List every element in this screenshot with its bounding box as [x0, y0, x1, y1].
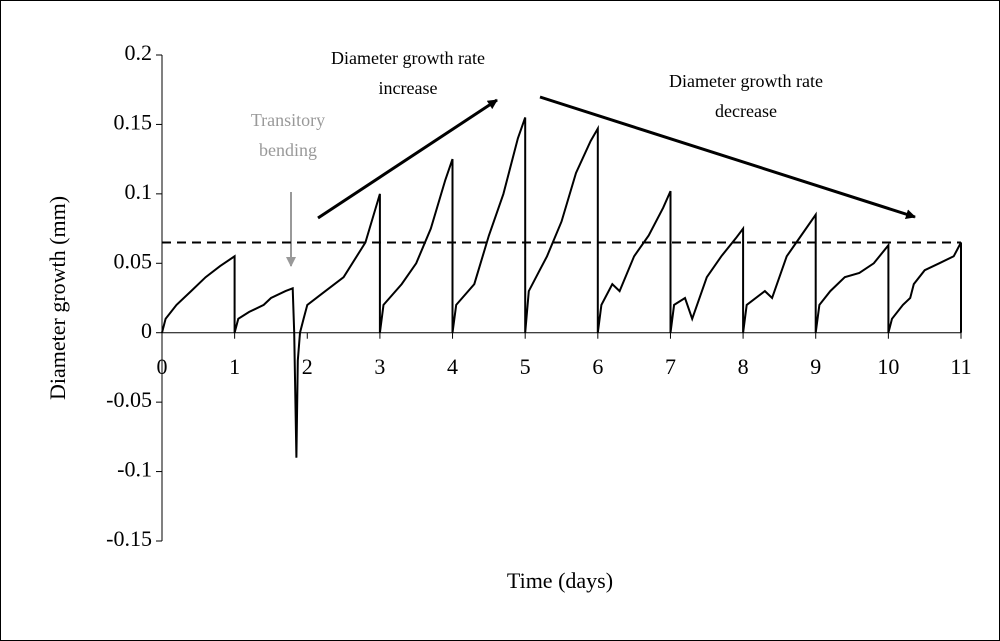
x-axis-label: Time (days): [507, 568, 613, 593]
annotation: increase: [379, 78, 438, 98]
x-tick-label: 7: [665, 354, 676, 379]
y-tick-label: -0.15: [106, 526, 152, 551]
x-tick-label: 0: [157, 354, 168, 379]
x-tick-label: 2: [302, 354, 313, 379]
y-tick-label: -0.05: [106, 387, 152, 412]
annotation: Diameter growth rate: [669, 71, 823, 91]
decrease-arrow: [539, 95, 916, 220]
y-tick-label: 0.05: [114, 248, 153, 273]
x-tick-label: 4: [447, 354, 458, 379]
y-tick-label: 0: [141, 318, 152, 343]
x-tick-label: 5: [520, 354, 531, 379]
annotation: Diameter growth rate: [331, 48, 485, 68]
y-tick-label: 0.15: [114, 109, 153, 134]
x-tick-label: 6: [592, 354, 603, 379]
x-tick-label: 11: [950, 354, 971, 379]
x-tick-label: 3: [374, 354, 385, 379]
y-tick-label: 0.1: [125, 179, 153, 204]
x-tick-label: 8: [738, 354, 749, 379]
x-tick-label: 9: [810, 354, 821, 379]
annotation: decrease: [715, 101, 777, 121]
x-tick-label: 10: [877, 354, 899, 379]
x-tick-label: 1: [229, 354, 240, 379]
data-line: [161, 117, 962, 458]
y-tick-label: 0.2: [125, 40, 153, 65]
annotation: Transitory: [251, 110, 325, 130]
increase-arrow: [317, 98, 498, 220]
y-axis-label: Diameter growth (mm): [45, 196, 70, 400]
annotation: bending: [259, 140, 317, 160]
y-tick-label: -0.1: [117, 457, 152, 482]
